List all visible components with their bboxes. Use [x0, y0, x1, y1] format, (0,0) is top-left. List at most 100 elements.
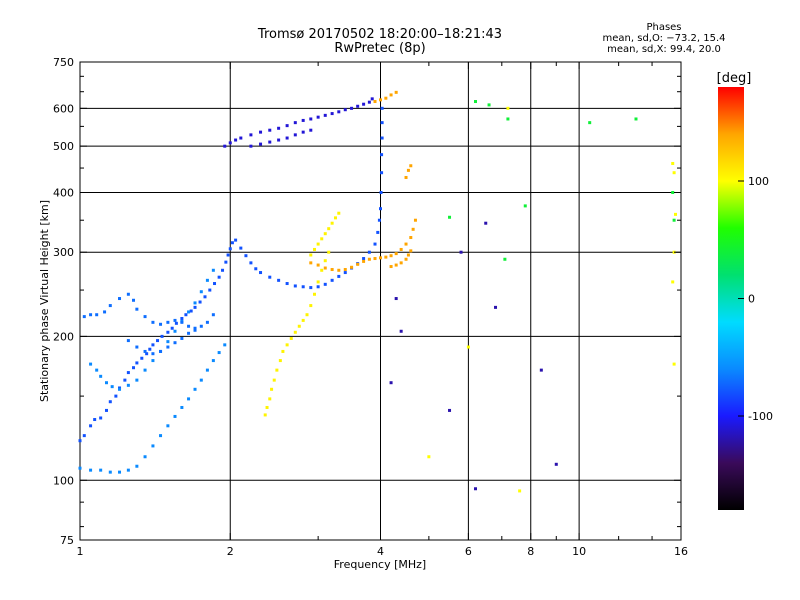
- data-point: [99, 468, 103, 472]
- data-point: [309, 253, 313, 257]
- data-point: [316, 115, 320, 119]
- data-point: [301, 130, 305, 134]
- data-point: [193, 387, 197, 391]
- data-point: [399, 261, 403, 265]
- data-point: [143, 368, 147, 372]
- data-point: [523, 204, 527, 208]
- data-point: [309, 304, 313, 308]
- data-point: [239, 136, 243, 140]
- data-point: [671, 280, 675, 284]
- data-point: [211, 359, 215, 363]
- data-point: [503, 257, 507, 261]
- data-point: [213, 282, 217, 286]
- data-point: [380, 153, 384, 157]
- data-point: [406, 253, 410, 257]
- x-tick-label: 1: [77, 545, 84, 558]
- data-point: [278, 359, 282, 363]
- data-point: [104, 381, 108, 385]
- data-point: [166, 424, 170, 428]
- data-point: [123, 378, 127, 382]
- data-point: [333, 216, 337, 220]
- data-point: [193, 305, 197, 309]
- data-point: [380, 136, 384, 140]
- data-point: [389, 265, 393, 269]
- data-points: [78, 90, 678, 493]
- data-point: [268, 140, 272, 144]
- x-tick-label: 4: [377, 545, 384, 558]
- data-point: [301, 285, 305, 289]
- data-point: [293, 284, 297, 288]
- data-point: [301, 118, 305, 122]
- data-point: [404, 175, 408, 179]
- data-point: [268, 275, 272, 279]
- data-point: [143, 349, 147, 353]
- data-point: [362, 257, 366, 261]
- data-point: [166, 330, 170, 334]
- data-point: [362, 259, 366, 263]
- data-point: [343, 108, 347, 112]
- data-point: [159, 434, 163, 438]
- data-point: [259, 130, 263, 134]
- data-point: [89, 468, 93, 472]
- data-point: [151, 343, 155, 347]
- data-point: [309, 286, 313, 290]
- x-tick-label: 6: [465, 545, 472, 558]
- y-tick-label: 400: [53, 186, 74, 199]
- data-point: [93, 418, 97, 422]
- data-point: [78, 466, 82, 470]
- x-tick-label: 2: [227, 545, 234, 558]
- y-tick-label: 600: [53, 102, 74, 115]
- data-point: [281, 349, 285, 353]
- y-tick-label: 100: [53, 474, 74, 487]
- data-point: [187, 310, 191, 314]
- data-point: [394, 252, 398, 256]
- data-point: [312, 247, 316, 251]
- data-point: [487, 103, 491, 107]
- data-point: [409, 236, 413, 240]
- data-point: [180, 336, 184, 340]
- y-tick-label: 300: [53, 246, 74, 259]
- data-point: [404, 257, 408, 261]
- data-point: [126, 339, 130, 343]
- data-point: [89, 313, 93, 317]
- data-point: [226, 253, 230, 257]
- data-point: [367, 257, 371, 261]
- data-point: [272, 378, 276, 382]
- data-point: [373, 100, 377, 104]
- data-point: [234, 238, 238, 242]
- data-point: [259, 271, 263, 275]
- data-point: [473, 100, 477, 104]
- phases-stats-x: mean, sd,X: 99.4, 20.0: [607, 44, 721, 55]
- data-point: [211, 268, 215, 272]
- data-point: [309, 117, 313, 121]
- chart-title-line1: Tromsø 20170502 18:20:00–18:21:43: [257, 27, 503, 42]
- data-point: [205, 368, 209, 372]
- grid: [80, 62, 681, 540]
- data-point: [199, 378, 203, 382]
- data-point: [413, 218, 417, 222]
- data-point: [140, 356, 144, 360]
- phases-stats-o: mean, sd,O: −73.2, 15.4: [602, 33, 726, 44]
- data-point: [320, 268, 324, 272]
- data-point: [316, 280, 320, 284]
- data-point: [473, 487, 477, 491]
- data-point: [293, 133, 297, 137]
- data-point: [259, 142, 263, 146]
- data-point: [356, 262, 360, 266]
- data-point: [205, 278, 209, 282]
- data-point: [230, 241, 234, 245]
- data-point: [118, 297, 122, 301]
- data-point: [389, 93, 393, 97]
- data-point: [297, 324, 301, 328]
- data-point: [99, 416, 103, 420]
- data-point: [95, 313, 99, 317]
- data-point: [268, 397, 272, 401]
- data-point: [293, 121, 297, 125]
- data-point: [160, 334, 164, 338]
- data-point: [399, 247, 403, 251]
- data-point: [316, 242, 320, 246]
- data-point: [126, 468, 130, 472]
- data-point: [285, 282, 289, 286]
- data-point: [166, 340, 170, 344]
- data-point: [301, 318, 305, 322]
